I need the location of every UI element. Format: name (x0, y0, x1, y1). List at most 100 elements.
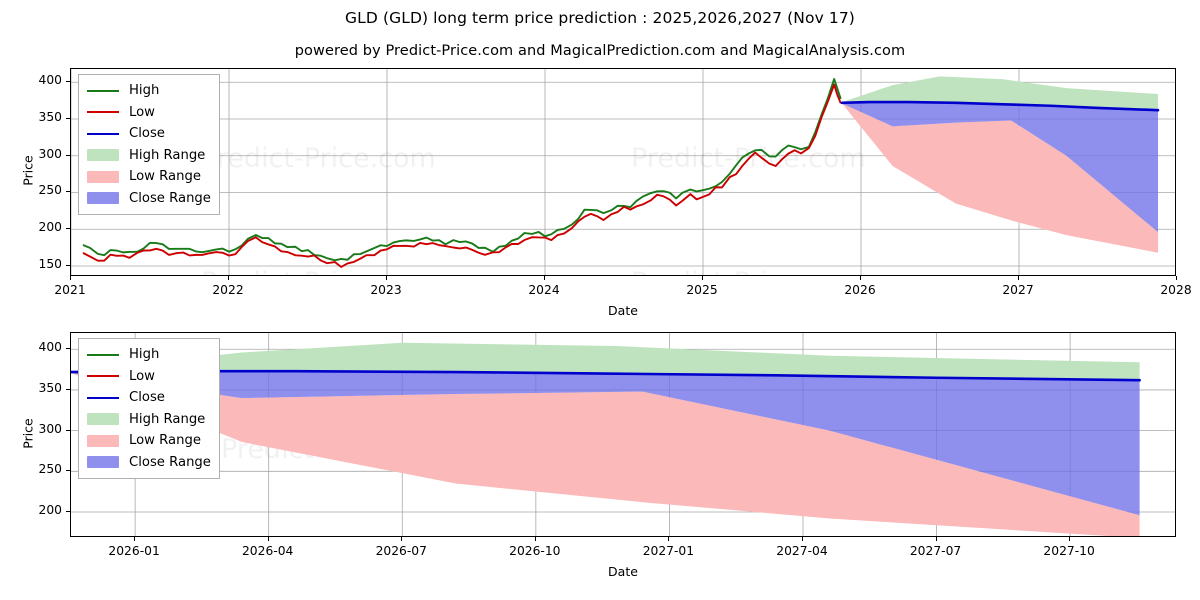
legend-patch-swatch (86, 412, 120, 426)
swatch-fill (87, 413, 119, 426)
x-tick-mark (668, 537, 670, 541)
swatch-fill (87, 149, 119, 162)
legend-item-label: Close Range (129, 190, 211, 206)
y-tick-mark (66, 264, 70, 266)
main-legend: High Low Close High Range Low Range Close Ran… (78, 74, 220, 215)
x-tick-label: 2026-04 (241, 544, 294, 558)
legend-line-swatch (86, 84, 120, 98)
swatch-fill (87, 353, 119, 356)
x-tick-mark (860, 276, 861, 280)
y-tick-label: 150 (38, 256, 62, 271)
x-tick-mark (702, 276, 703, 280)
legend-patch-swatch (86, 191, 120, 205)
x-tick-label: 2026 (844, 283, 876, 297)
x-tick-label: 2023 (370, 283, 402, 297)
legend-item-high: High (86, 80, 211, 102)
swatch-fill (87, 434, 119, 447)
x-tick-label: 2026-01 (108, 544, 160, 558)
chart-subtitle: powered by Predict-Price.com and Magical… (294, 43, 906, 59)
legend-patch-swatch (86, 455, 120, 469)
y-tick-mark (66, 510, 70, 512)
x-tick-mark (1018, 276, 1019, 280)
page-title: GLD (GLD) long term price prediction : 2… (345, 9, 855, 27)
legend-patch-swatch (86, 170, 120, 184)
main-x-axis-label: Date (608, 303, 638, 318)
svg-text:Predict-Price.com: Predict-Price.com (201, 267, 436, 276)
x-tick-mark (801, 537, 803, 541)
legend-line-swatch (86, 369, 120, 383)
y-tick-mark (66, 154, 70, 156)
zoom-x-axis-label: Date (608, 564, 638, 579)
legend-item-high: High (86, 344, 211, 366)
x-tick-mark (544, 276, 545, 280)
legend-item-close-range: Close Range (86, 188, 211, 210)
swatch-fill (87, 89, 119, 92)
legend-item-label: Low (129, 104, 155, 120)
y-tick-label: 300 (38, 421, 62, 436)
x-tick-label: 2026-10 (509, 544, 561, 558)
x-tick-label: 2027 (1002, 283, 1034, 297)
x-tick-mark (386, 276, 387, 280)
legend-line-swatch (86, 127, 120, 141)
legend-item-low: Low (86, 366, 211, 388)
x-tick-mark (1069, 537, 1071, 541)
legend-item-close: Close (86, 123, 211, 145)
swatch-fill (87, 111, 119, 114)
y-tick-mark (66, 470, 70, 472)
swatch-fill (87, 396, 119, 399)
swatch-fill (87, 132, 119, 135)
swatch-fill (87, 456, 119, 469)
legend-item-low-range: Low Range (86, 166, 211, 188)
y-tick-label: 400 (38, 73, 62, 88)
main-y-axis-label: Price (20, 155, 36, 186)
legend-line-swatch (86, 391, 120, 405)
legend-item-close-range: Close Range (86, 452, 211, 474)
x-tick-label: 2021 (54, 283, 86, 297)
legend-item-label: Close (129, 390, 165, 406)
y-tick-mark (66, 191, 70, 193)
legend-line-swatch (86, 348, 120, 362)
swatch-fill (87, 170, 119, 183)
legend-item-label: High (129, 83, 160, 99)
legend-item-label: Low Range (129, 169, 201, 185)
legend-item-low-range: Low Range (86, 430, 211, 452)
x-tick-mark (267, 537, 269, 541)
x-tick-label: 2026-07 (375, 544, 427, 558)
x-tick-label: 2027-01 (642, 544, 695, 558)
x-tick-mark (401, 537, 403, 541)
x-tick-mark (935, 537, 937, 541)
legend-item-label: High Range (129, 411, 206, 427)
x-tick-mark (534, 537, 536, 541)
legend-item-close: Close (86, 387, 211, 409)
y-tick-mark (66, 429, 70, 431)
legend-item-low: Low (86, 102, 211, 124)
legend-item-label: Close Range (129, 454, 211, 470)
svg-text:Predict-Price.com: Predict-Price.com (631, 267, 866, 276)
legend-item-label: Close (129, 126, 165, 142)
legend-item-label: Low (129, 368, 155, 384)
x-tick-label: 2028 (1160, 283, 1192, 297)
main-plot-area: Predict-Price.com Predict-Price.com Predic… (70, 68, 1176, 276)
y-tick-mark (66, 388, 70, 390)
y-tick-label: 350 (38, 380, 62, 395)
legend-patch-swatch (86, 148, 120, 162)
y-tick-label: 300 (38, 146, 62, 161)
x-tick-label: 2024 (528, 283, 560, 297)
y-tick-label: 400 (38, 340, 62, 355)
x-tick-mark (1176, 276, 1177, 280)
x-tick-label: 2027-04 (776, 544, 828, 558)
legend-line-swatch (86, 105, 120, 119)
legend-item-label: Low Range (129, 433, 201, 449)
zoom-legend: High Low Close High Range Low Range Close Ran… (78, 338, 220, 479)
y-tick-mark (66, 228, 70, 230)
y-tick-mark (66, 117, 70, 119)
x-tick-label: 2027-07 (909, 544, 962, 558)
main-plot-svg: Predict-Price.com Predict-Price.com Predic… (71, 69, 1175, 276)
x-tick-mark (134, 537, 136, 541)
y-tick-label: 200 (38, 502, 62, 517)
swatch-fill (87, 192, 119, 205)
y-tick-mark (66, 81, 70, 83)
legend-item-high-range: High Range (86, 145, 211, 167)
x-tick-label: 2027-10 (1043, 544, 1095, 558)
